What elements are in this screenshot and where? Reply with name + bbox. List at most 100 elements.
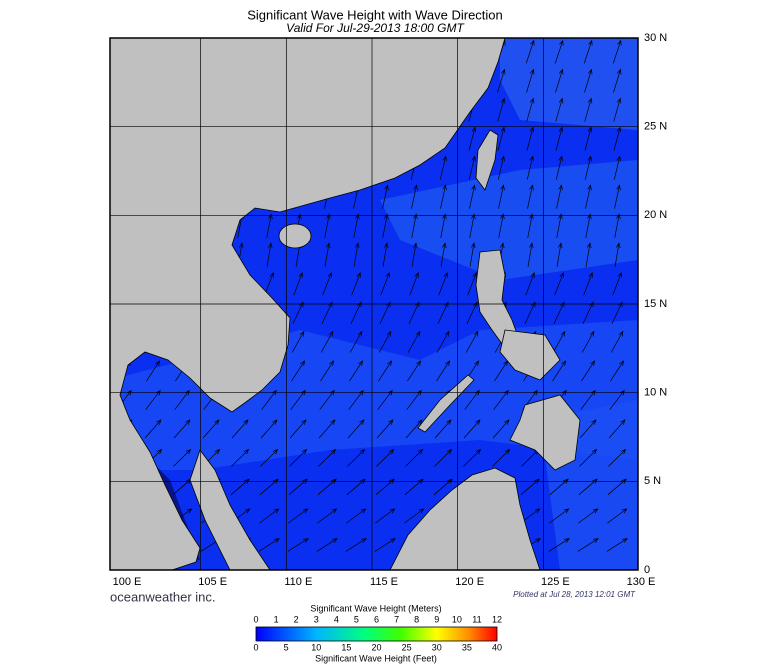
wave-arrow bbox=[405, 419, 423, 439]
wave-arrow bbox=[555, 97, 564, 122]
wave-arrow bbox=[260, 419, 278, 439]
wave-arrow bbox=[145, 389, 161, 410]
wave-arrow bbox=[469, 184, 476, 209]
wave-arrow bbox=[324, 242, 331, 267]
wave-arrow bbox=[437, 301, 449, 325]
wave-arrow bbox=[469, 242, 476, 267]
wave-arrow bbox=[231, 448, 250, 467]
wave-arrow bbox=[608, 419, 626, 439]
wave-arrow bbox=[469, 213, 476, 238]
wave-arrow bbox=[407, 360, 422, 382]
wave-arrow bbox=[290, 389, 306, 410]
feet-tick: 10 bbox=[311, 642, 321, 652]
wave-arrow bbox=[497, 68, 506, 93]
wave-arrow bbox=[468, 126, 477, 151]
mainland-asia bbox=[110, 38, 506, 570]
wave-arrow bbox=[349, 330, 363, 353]
wave-arrow bbox=[578, 478, 598, 496]
meters-tick: 0 bbox=[253, 614, 258, 624]
wave-arrow bbox=[549, 478, 569, 496]
lat-label: 5 N bbox=[644, 475, 661, 487]
wave-arrow bbox=[258, 538, 280, 552]
meters-tick: 12 bbox=[492, 614, 502, 624]
palawan bbox=[417, 374, 475, 433]
lat-labels: 30 N 25 N 20 N 15 N 10 N 5 N 0 bbox=[644, 32, 667, 576]
wave-arrow bbox=[376, 448, 395, 467]
wave-arrow bbox=[552, 360, 567, 382]
graticule bbox=[110, 38, 638, 570]
wave-arrow bbox=[581, 330, 595, 353]
wave-arrow bbox=[614, 242, 621, 267]
lat-label: 10 N bbox=[644, 387, 667, 399]
wave-arrow bbox=[287, 538, 309, 552]
lon-labels: 100 E 105 E 110 E 115 E 120 E 125 E 130 E bbox=[113, 576, 656, 588]
lon-label: 125 E bbox=[541, 576, 570, 588]
wave-arrow bbox=[266, 242, 273, 267]
wave-arrow bbox=[554, 271, 564, 296]
wave-arrow bbox=[614, 184, 621, 209]
wave-arrow bbox=[526, 126, 535, 151]
wave-arrow bbox=[382, 242, 389, 267]
map-area bbox=[110, 38, 638, 570]
wave-arrow bbox=[583, 39, 593, 64]
wave-arrow bbox=[353, 242, 360, 267]
wave-arrow bbox=[613, 97, 622, 122]
wave-arrow bbox=[498, 184, 505, 209]
wave-arrow bbox=[411, 213, 418, 238]
wave-arrow bbox=[463, 448, 482, 467]
wave-arrow bbox=[316, 538, 338, 552]
wave-arrow bbox=[493, 389, 509, 410]
wave-arrow bbox=[613, 126, 622, 151]
wave-arrow bbox=[465, 330, 479, 353]
wave-arrow bbox=[382, 213, 389, 238]
wave-arrow bbox=[468, 155, 476, 180]
meters-tick: 5 bbox=[354, 614, 359, 624]
wave-arrow bbox=[144, 419, 162, 439]
wave-arrow bbox=[549, 508, 570, 524]
wave-arrow bbox=[346, 508, 367, 524]
wave-arrow bbox=[230, 478, 250, 496]
wave-arrow bbox=[289, 419, 307, 439]
wave-arrow bbox=[610, 360, 625, 382]
lon-label: 110 E bbox=[284, 576, 312, 588]
lon-label: 130 E bbox=[627, 576, 656, 588]
wave-arrow bbox=[440, 213, 447, 238]
wave-arrow bbox=[347, 419, 365, 439]
wave-arrow bbox=[606, 538, 628, 552]
wave-arrow bbox=[526, 68, 535, 93]
wave-arrow bbox=[467, 271, 477, 296]
wave-arrow bbox=[374, 538, 396, 552]
wave-arrow bbox=[556, 213, 563, 238]
wave-arrow bbox=[497, 155, 505, 180]
wave-arrow bbox=[520, 478, 540, 496]
wave-arrow bbox=[492, 419, 510, 439]
wave-arrow bbox=[585, 184, 592, 209]
subtitle: Valid For Jul-29-2013 18:00 GMT bbox=[286, 21, 465, 35]
feet-tick: 0 bbox=[253, 642, 258, 652]
wave-arrow bbox=[613, 68, 622, 93]
wave-arrow bbox=[173, 448, 192, 467]
colorbar bbox=[255, 626, 498, 642]
wave-arrow bbox=[375, 508, 396, 524]
wave-arrow bbox=[440, 184, 447, 209]
meters-tick: 2 bbox=[294, 614, 299, 624]
wave-arrow bbox=[526, 155, 534, 180]
wave-arrow bbox=[612, 39, 622, 64]
wave-arrow bbox=[579, 448, 598, 467]
feet-tick: 5 bbox=[284, 642, 289, 652]
feet-tick: 40 bbox=[492, 642, 502, 652]
wave-arrow bbox=[577, 538, 599, 552]
wave-arrow bbox=[146, 360, 161, 382]
meters-tick: 1 bbox=[274, 614, 279, 624]
map-frame bbox=[109, 37, 639, 571]
meters-tick: 6 bbox=[374, 614, 379, 624]
wave-arrow bbox=[317, 508, 338, 524]
wave-arrow bbox=[582, 301, 594, 325]
meters-tick: 10 bbox=[452, 614, 462, 624]
wave-arrow bbox=[202, 419, 220, 439]
wave-arrow bbox=[584, 97, 593, 122]
wave-arrow bbox=[376, 419, 394, 439]
wave-arrow bbox=[607, 508, 628, 524]
meters-tick: 4 bbox=[334, 614, 339, 624]
